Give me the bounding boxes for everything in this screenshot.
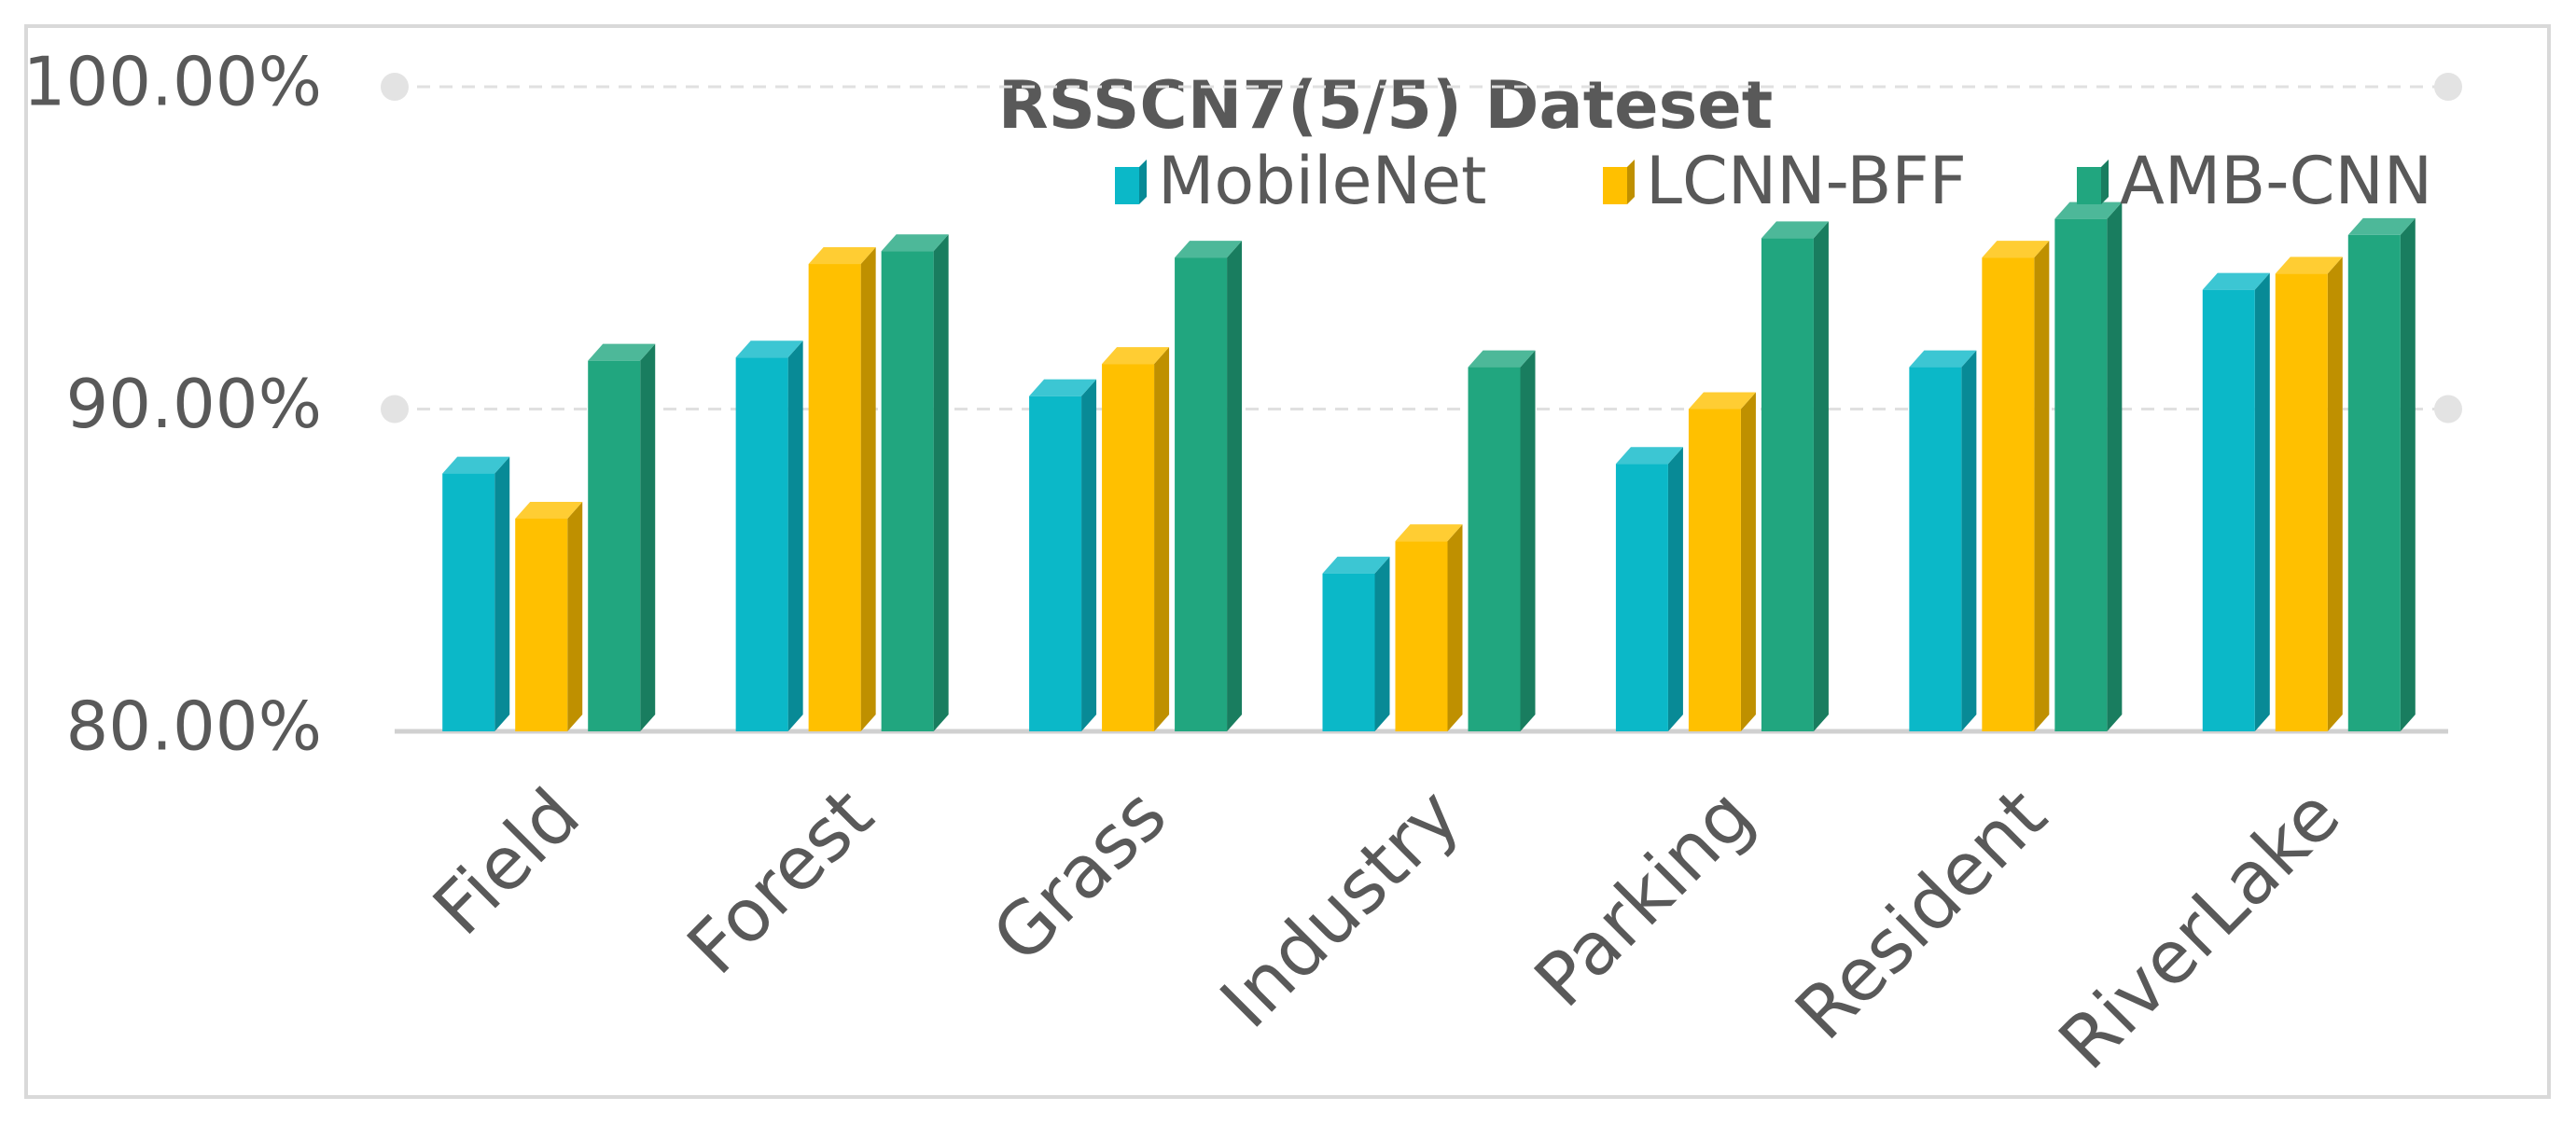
bar	[881, 251, 934, 732]
bar-top	[1761, 221, 1829, 239]
bar-top	[735, 340, 803, 358]
bar-side	[1520, 350, 1536, 731]
bar	[1322, 573, 1375, 731]
bar	[515, 518, 568, 731]
bar-top	[1982, 241, 2050, 258]
bar-side	[1374, 556, 1390, 731]
bar-top	[2275, 257, 2343, 274]
bar-top	[1175, 241, 1243, 258]
legend-marker-side	[1139, 160, 1147, 204]
bar-side	[1447, 524, 1463, 731]
bar-top	[2054, 201, 2123, 219]
bar-top	[442, 456, 510, 474]
bar-side	[860, 247, 876, 731]
bar-side	[494, 456, 510, 731]
bar	[1761, 238, 1814, 731]
grid-end-dot	[381, 73, 409, 101]
bar-top	[1102, 347, 1170, 365]
legend-label: AMB-CNN	[2120, 143, 2432, 219]
bar	[1029, 396, 1082, 731]
bar-top	[2347, 217, 2416, 235]
bar-side	[1081, 379, 1097, 731]
legend-marker	[1603, 167, 1627, 204]
bar-side	[640, 343, 656, 731]
bar-side	[2254, 272, 2270, 731]
bar-top	[1615, 447, 1683, 465]
legend-label: MobileNet	[1158, 143, 1487, 219]
bar-top	[515, 501, 583, 519]
bar-side	[1961, 350, 1977, 731]
bar	[2202, 289, 2255, 731]
bar	[2275, 273, 2328, 731]
bar-top	[1322, 556, 1390, 574]
legend-marker	[2077, 167, 2101, 204]
bar	[1175, 257, 1228, 731]
bar	[1615, 464, 1668, 731]
bar-side	[2034, 241, 2050, 731]
bar-top	[881, 234, 949, 252]
bar	[1395, 541, 1448, 731]
bar	[735, 357, 788, 731]
bar	[2054, 218, 2108, 731]
bar-side	[567, 501, 583, 731]
grid-end-dot	[2434, 395, 2462, 424]
legend-marker	[1115, 167, 1139, 204]
grid-end-dot	[2434, 73, 2462, 101]
bar	[2347, 234, 2401, 731]
bar	[1102, 364, 1155, 731]
legend-marker-side	[1627, 160, 1635, 204]
bar	[1909, 367, 1962, 731]
bar-side	[1154, 347, 1170, 731]
legend-marker-side	[2101, 160, 2109, 204]
bar-top	[1688, 392, 1756, 410]
bar-top	[1029, 379, 1097, 396]
bar-side	[933, 234, 949, 731]
bar-side	[1227, 241, 1243, 731]
bar	[442, 473, 495, 731]
bar-side	[2327, 257, 2343, 731]
bar-side	[1813, 221, 1829, 731]
bar	[588, 360, 641, 731]
y-tick-label: 90.00%	[65, 365, 322, 443]
bar-side	[1667, 447, 1683, 731]
bar-side	[1740, 392, 1756, 731]
bar-side	[2107, 201, 2123, 731]
bar-top	[2202, 272, 2270, 290]
grid-end-dot	[381, 395, 409, 424]
legend-label: LCNN-BFF	[1646, 143, 1967, 219]
bar	[1688, 409, 1741, 731]
y-tick-label: 80.00%	[65, 688, 322, 766]
bar-top	[1395, 524, 1463, 542]
chart-title: RSSCN7(5/5) Dateset	[998, 67, 1773, 144]
bar-top	[588, 343, 656, 361]
y-tick-label: 100.00%	[23, 43, 322, 121]
bar	[1982, 257, 2035, 731]
bar-top	[808, 247, 876, 265]
bar-top	[1909, 350, 1977, 368]
bar-side	[787, 340, 803, 731]
bar	[808, 264, 861, 731]
bar-top	[1468, 350, 1536, 368]
bar	[1468, 367, 1521, 731]
bar-side	[2400, 217, 2416, 731]
